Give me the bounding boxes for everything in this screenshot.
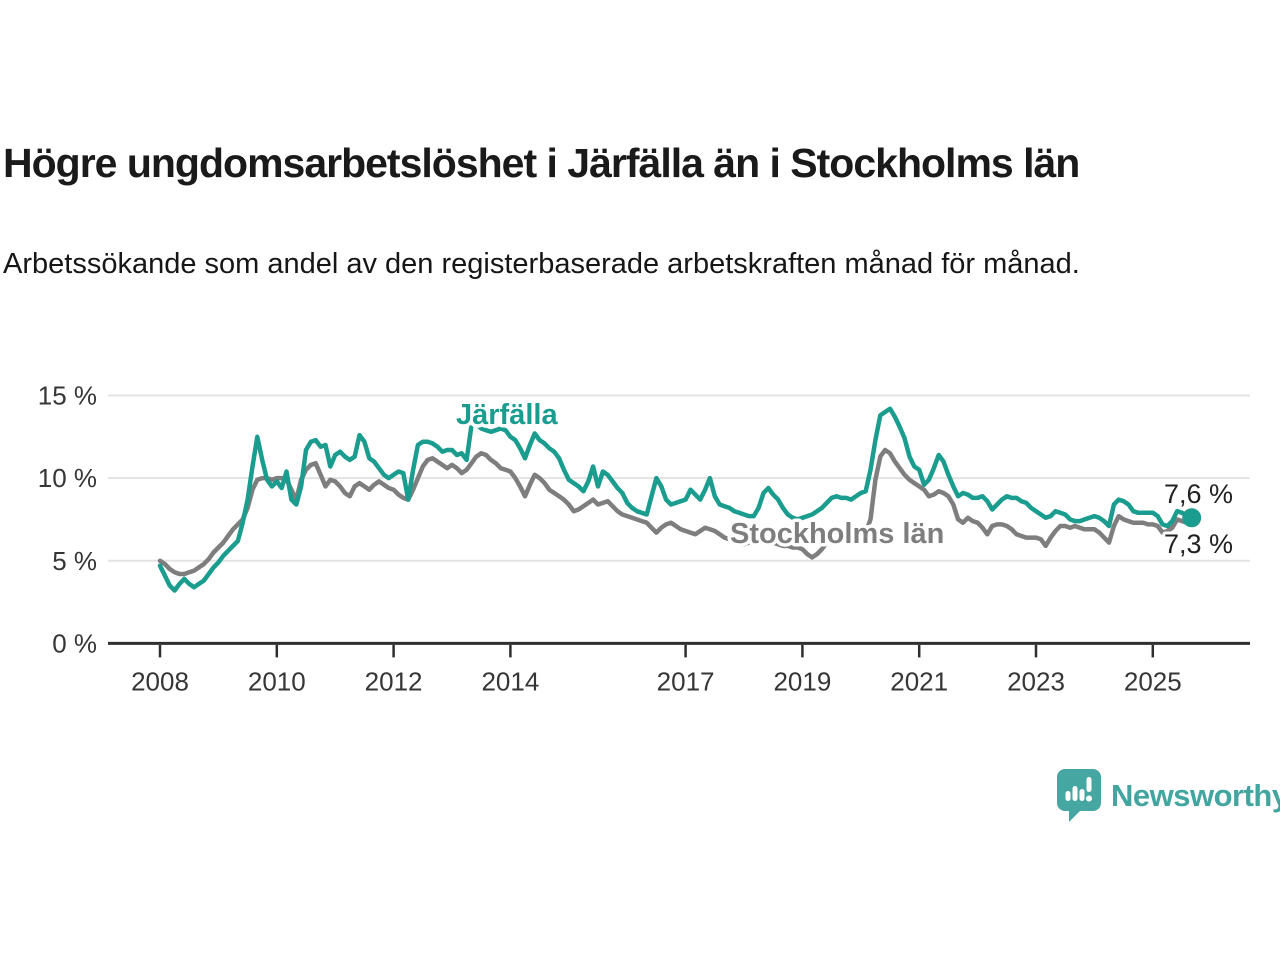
y-axis-tick-label: 15 % xyxy=(38,380,97,410)
newsworthy-brand-link[interactable]: Newsworthy xyxy=(1056,768,1280,823)
speech-bubble-shape xyxy=(1057,769,1101,822)
x-axis-tick-label: 2021 xyxy=(890,666,948,696)
x-axis-tick-label: 2010 xyxy=(248,666,306,696)
x-axis-tick-label: 2014 xyxy=(481,666,539,696)
x-axis-tick-label: 2012 xyxy=(365,666,423,696)
series-end-value-label: 7,6 % xyxy=(1164,479,1233,509)
y-axis-tick-label: 10 % xyxy=(38,463,97,493)
x-axis-tick-label: 2025 xyxy=(1124,666,1182,696)
series-line-j-rf-lla xyxy=(157,406,1194,593)
series-label-j-rf-lla: Järfälla xyxy=(456,399,558,431)
chart-subtitle: Arbetssökande som andel av den registerb… xyxy=(3,248,1080,280)
x-axis-tick-label: 2019 xyxy=(773,666,831,696)
logo-bar-2 xyxy=(1072,786,1078,801)
logo-exclamation-dot xyxy=(1086,795,1092,802)
series-end-dot xyxy=(1182,508,1202,528)
logo-bar-3 xyxy=(1079,789,1085,801)
series-label-stockholms-l-n: Stockholms län xyxy=(730,518,944,550)
x-axis-tick-label: 2008 xyxy=(131,666,189,696)
series-end-value-label: 7,3 % xyxy=(1164,529,1233,559)
logo-exclamation-bar xyxy=(1086,777,1092,792)
y-axis-tick-label: 0 % xyxy=(52,628,97,658)
newsworthy-logo-text: Newsworthy xyxy=(1111,777,1280,813)
series-line-stockholms-l-n xyxy=(157,447,1194,577)
x-axis-tick-label: 2023 xyxy=(1007,666,1065,696)
logo-bar-1 xyxy=(1065,791,1071,801)
x-axis-tick-label: 2017 xyxy=(657,666,715,696)
y-axis-tick-label: 5 % xyxy=(52,546,97,576)
page-title: Högre ungdomsarbetslöshet i Järfälla än … xyxy=(3,140,1080,186)
newsworthy-logo-icon xyxy=(1057,769,1101,822)
